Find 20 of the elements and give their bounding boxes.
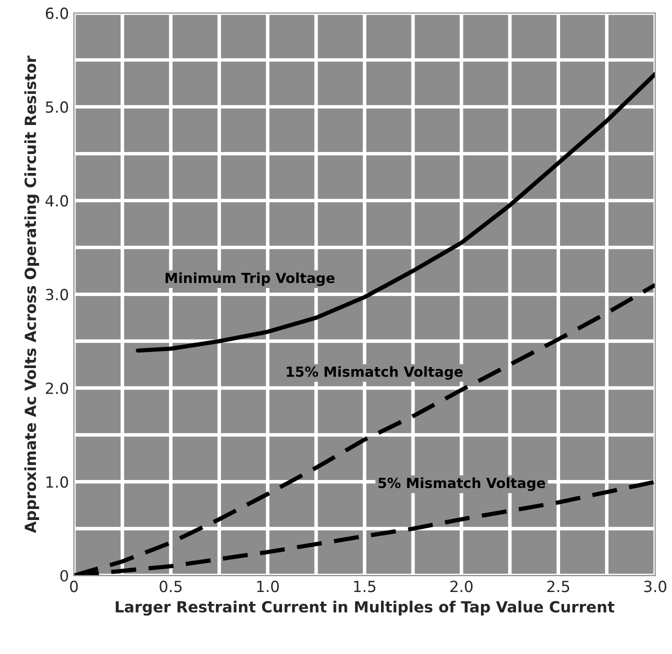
series-label: 15% Mismatch Voltage [286, 366, 463, 380]
y-tick-label: 1.0 [46, 476, 68, 488]
y-axis-title: Approximate Ac Volts Across Operating Circuit Resistor [24, 56, 40, 533]
y-tick-label: 3.0 [46, 288, 68, 300]
x-tick-label: 2.0 [450, 580, 473, 592]
x-tick-label: 3.0 [644, 580, 666, 592]
x-tick-label: 1.5 [354, 580, 376, 592]
x-tick-label: 0.5 [160, 580, 182, 592]
y-tick-label: 0 [60, 570, 68, 582]
line-series [136, 72, 656, 353]
y-tick-label: 6.0 [46, 8, 68, 20]
series-label: 5% Mismatch Voltage [378, 477, 546, 491]
x-tick-label: 1.0 [257, 580, 279, 592]
y-tick-label: 4.0 [46, 195, 68, 207]
x-tick-label: 0 [70, 580, 78, 592]
x-tick-label: 2.5 [547, 580, 570, 592]
series-label: Minimum Trip Voltage [166, 272, 335, 286]
y-tick-label: 2.0 [46, 382, 68, 394]
y-tick-label: 5.0 [46, 101, 68, 113]
x-axis-title: Larger Restraint Current in Multiples of Tap Value Current [116, 600, 614, 616]
